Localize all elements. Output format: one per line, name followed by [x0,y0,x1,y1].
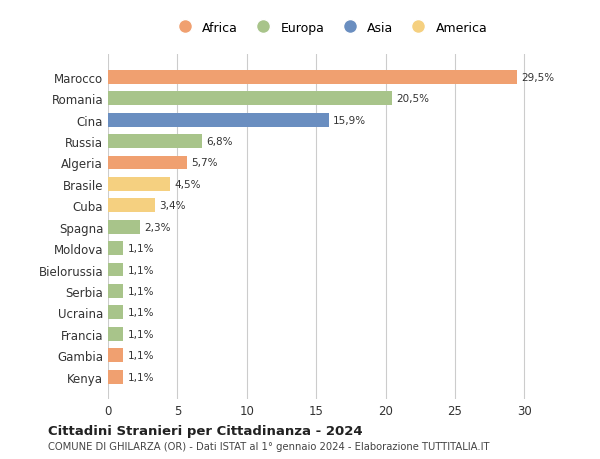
Bar [108,284,123,298]
Bar [108,220,140,234]
Text: Cittadini Stranieri per Cittadinanza - 2024: Cittadini Stranieri per Cittadinanza - 2… [48,424,362,437]
Text: 15,9%: 15,9% [333,115,366,125]
Bar [108,178,170,191]
Text: 1,1%: 1,1% [127,350,154,360]
Text: 6,8%: 6,8% [206,137,233,147]
Text: 1,1%: 1,1% [127,372,154,382]
Text: 20,5%: 20,5% [397,94,430,104]
Bar [108,327,123,341]
Text: 5,7%: 5,7% [191,158,218,168]
Text: 1,1%: 1,1% [127,286,154,296]
Legend: Africa, Europa, Asia, America: Africa, Europa, Asia, America [167,17,493,39]
Text: 29,5%: 29,5% [521,73,554,83]
Bar [108,370,123,384]
Bar [108,348,123,362]
Bar [108,92,392,106]
Bar [108,199,155,213]
Text: COMUNE DI GHILARZA (OR) - Dati ISTAT al 1° gennaio 2024 - Elaborazione TUTTITALI: COMUNE DI GHILARZA (OR) - Dati ISTAT al … [48,441,490,451]
Text: 1,1%: 1,1% [127,265,154,275]
Text: 4,5%: 4,5% [175,179,201,190]
Bar [108,71,517,84]
Text: 2,3%: 2,3% [144,222,170,232]
Bar [108,135,202,149]
Text: 1,1%: 1,1% [127,329,154,339]
Bar [108,241,123,256]
Bar [108,306,123,319]
Text: 1,1%: 1,1% [127,244,154,253]
Bar [108,113,329,127]
Text: 3,4%: 3,4% [160,201,186,211]
Text: 1,1%: 1,1% [127,308,154,318]
Bar [108,156,187,170]
Bar [108,263,123,277]
